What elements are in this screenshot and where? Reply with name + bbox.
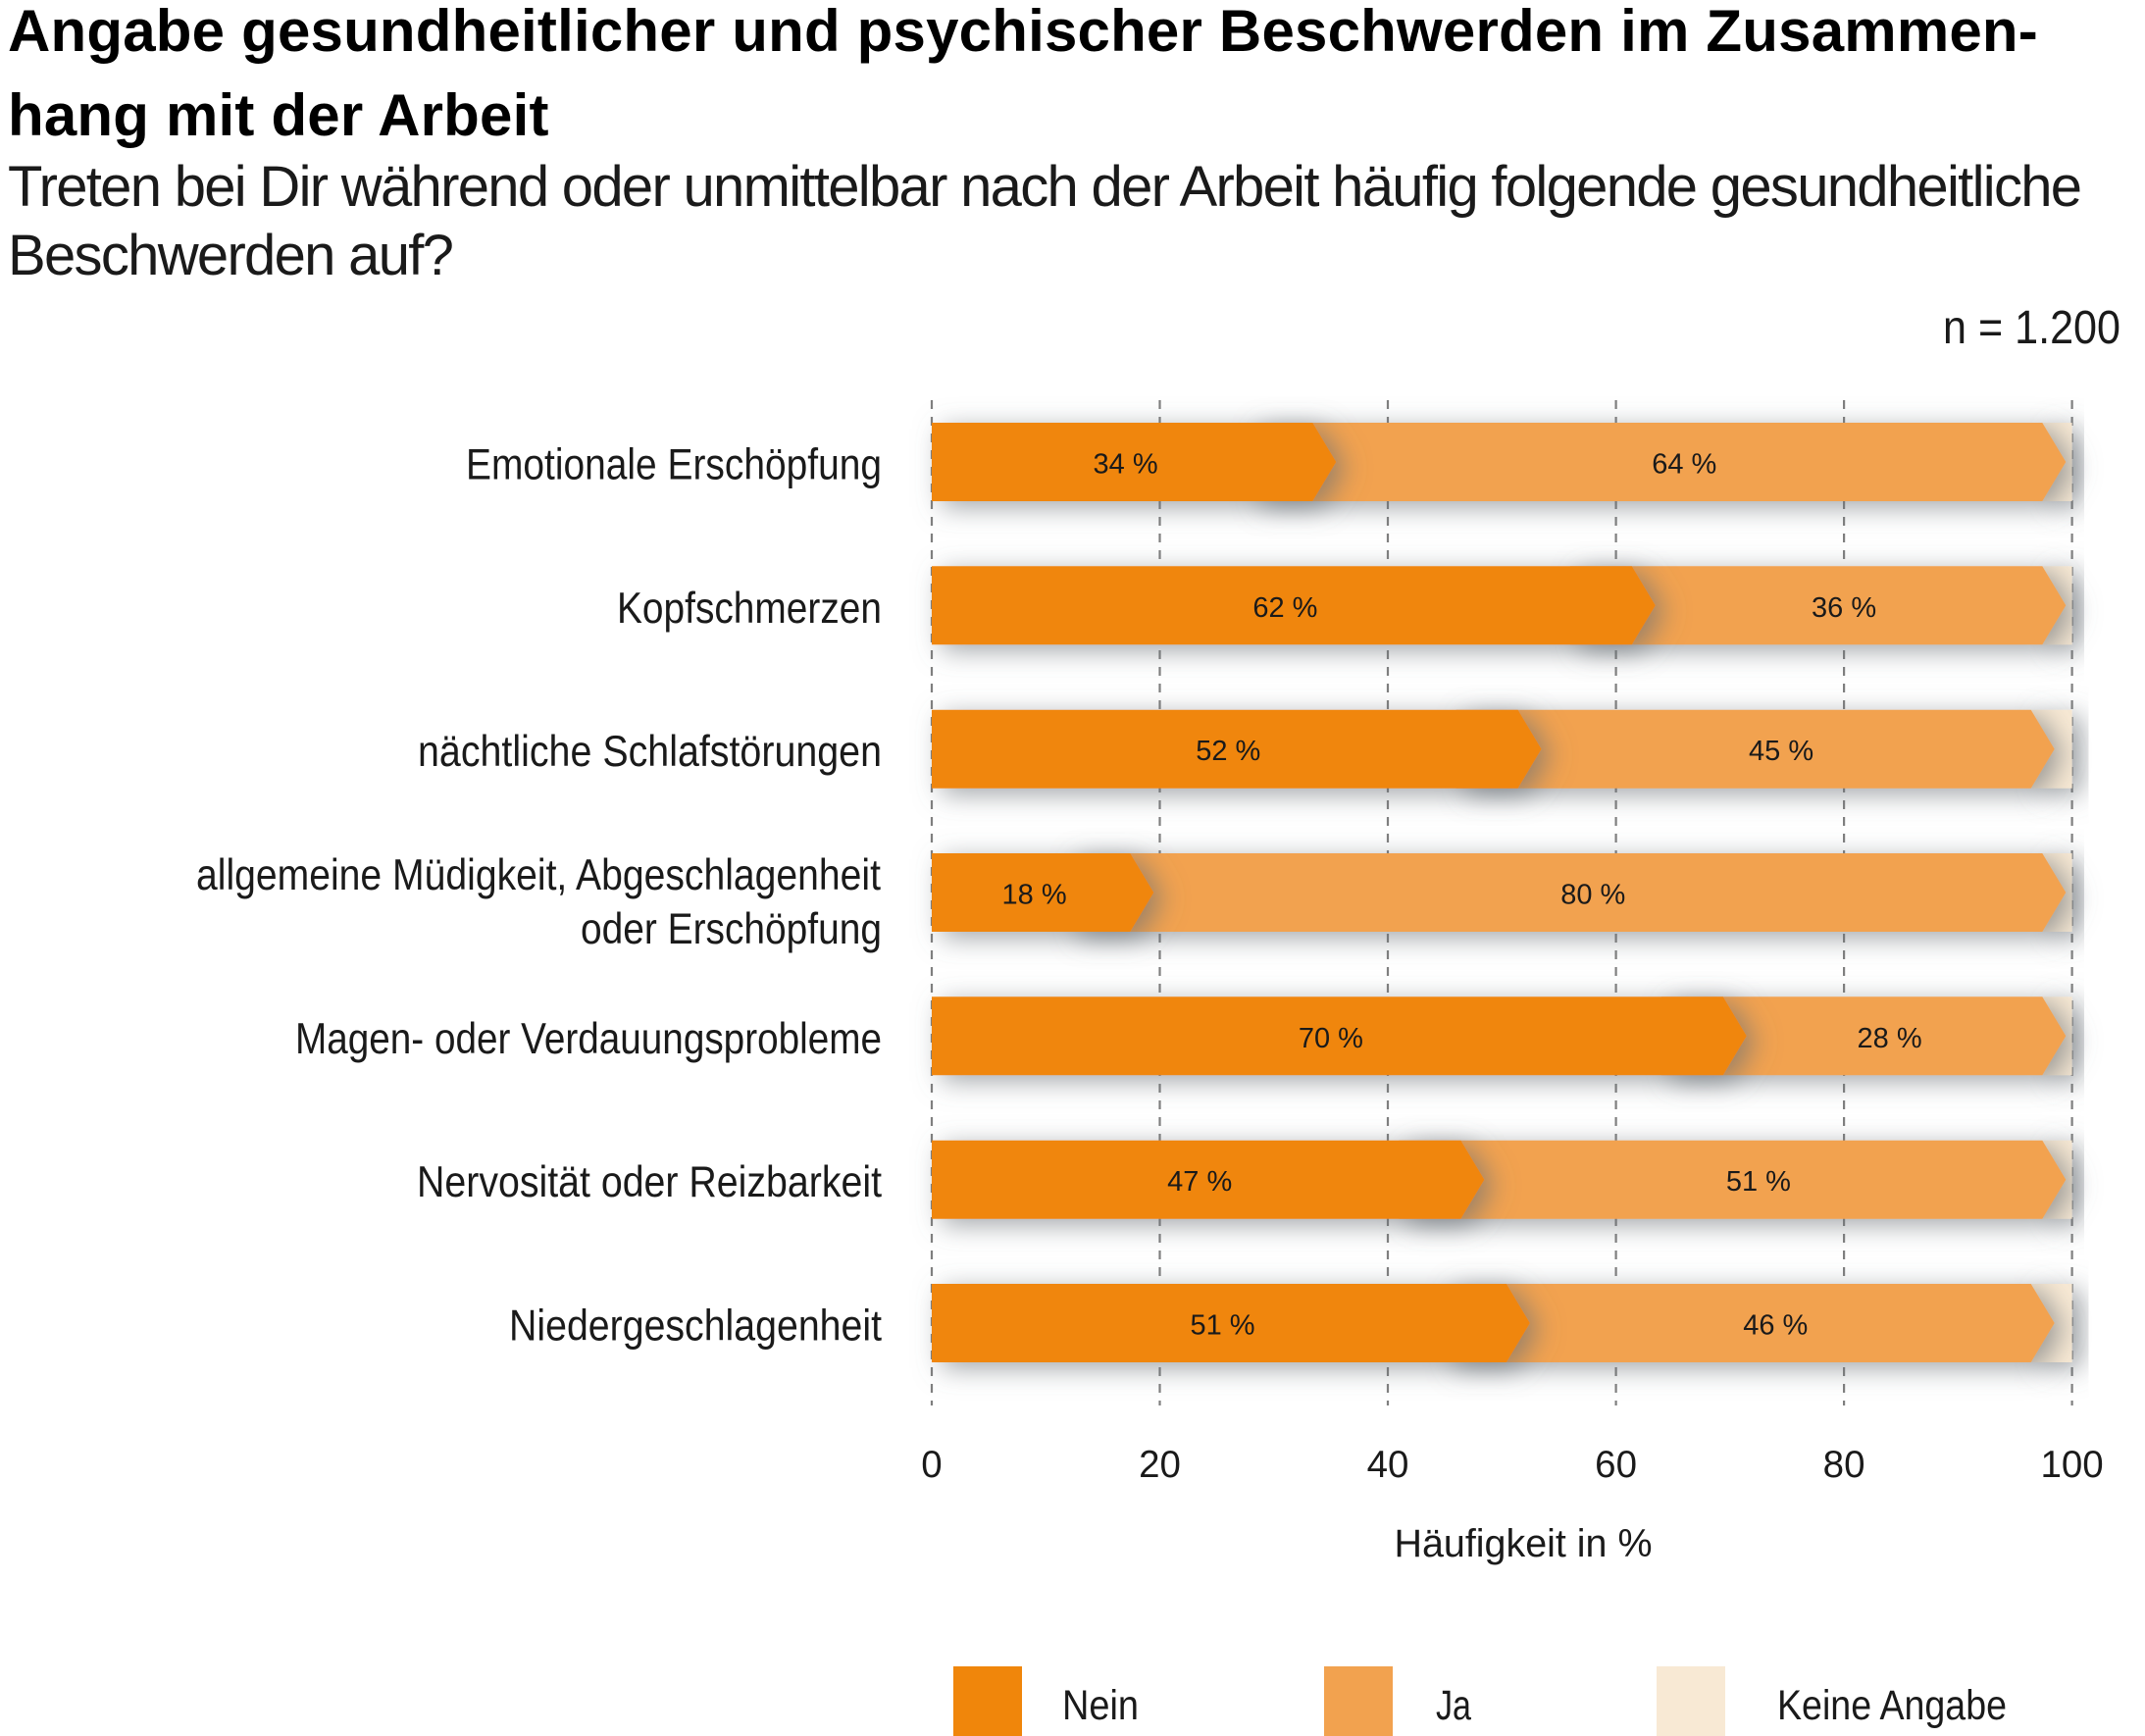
svg-text:allgemeine Müdigkeit, Abgeschl: allgemeine Müdigkeit, Abgeschlagenheit — [196, 851, 882, 899]
svg-text:nächtliche Schlafstörungen: nächtliche Schlafstörungen — [418, 728, 882, 776]
svg-text:64 %: 64 % — [1652, 449, 1716, 481]
svg-text:Keine Angabe: Keine Angabe — [1777, 1682, 2007, 1729]
svg-text:60: 60 — [1595, 1444, 1637, 1486]
svg-text:Kopfschmerzen: Kopfschmerzen — [617, 585, 882, 633]
svg-text:n = 1.200: n = 1.200 — [1943, 302, 2120, 354]
svg-text:46 %: 46 % — [1743, 1310, 1808, 1342]
svg-text:Niedergeschlagenheit: Niedergeschlagenheit — [509, 1302, 883, 1351]
svg-text:80 %: 80 % — [1560, 880, 1625, 911]
svg-text:34 %: 34 % — [1094, 449, 1158, 481]
svg-text:Emotionale Erschöpfung: Emotionale Erschöpfung — [466, 441, 882, 489]
svg-text:20: 20 — [1139, 1444, 1181, 1486]
svg-text:40: 40 — [1367, 1444, 1409, 1486]
svg-text:52 %: 52 % — [1196, 736, 1260, 767]
svg-text:62 %: 62 % — [1252, 592, 1317, 624]
svg-text:18 %: 18 % — [1002, 880, 1067, 911]
svg-text:28 %: 28 % — [1858, 1023, 1922, 1054]
svg-text:80: 80 — [1823, 1444, 1865, 1486]
svg-text:47 %: 47 % — [1167, 1166, 1232, 1198]
svg-text:0: 0 — [921, 1444, 942, 1486]
svg-text:Häufigkeit in %: Häufigkeit in % — [1395, 1522, 1653, 1565]
svg-text:100: 100 — [2040, 1444, 2103, 1486]
svg-text:Ja: Ja — [1436, 1682, 1471, 1729]
svg-text:45 %: 45 % — [1749, 736, 1813, 767]
svg-text:Nervosität oder Reizbarkeit: Nervosität oder Reizbarkeit — [417, 1158, 883, 1206]
svg-text:70 %: 70 % — [1299, 1023, 1363, 1054]
svg-text:36 %: 36 % — [1812, 592, 1876, 624]
svg-text:51 %: 51 % — [1190, 1310, 1254, 1342]
svg-text:Nein: Nein — [1062, 1682, 1139, 1729]
svg-text:Magen- oder Verdauungsprobleme: Magen- oder Verdauungsprobleme — [295, 1015, 882, 1063]
svg-text:oder Erschöpfung: oder Erschöpfung — [581, 905, 882, 953]
svg-text:51 %: 51 % — [1726, 1166, 1791, 1198]
